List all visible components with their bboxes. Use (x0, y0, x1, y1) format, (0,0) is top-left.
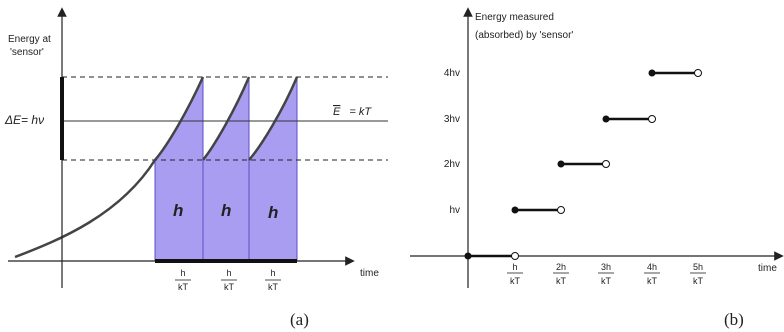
x-tick-b-1-den: kT (510, 276, 521, 286)
caption-a: (a) (290, 310, 309, 329)
step-3-closed-dot (602, 115, 610, 123)
tick-a-1: h kT (175, 268, 191, 292)
x-tick-b-4-num: 4h (647, 262, 657, 272)
x-tick-b-2-den: kT (556, 276, 567, 286)
x-tick-b-4-den: kT (647, 276, 658, 286)
tick-a-3: h kT (265, 268, 281, 292)
y-axis-label-b-line2: (absorbed) by 'sensor' (475, 30, 573, 41)
tick-a-3-num: h (270, 268, 275, 278)
step-0-closed-dot (464, 252, 472, 260)
mean-energy-label: E = kT (333, 106, 372, 118)
step-1-closed-dot (511, 206, 519, 214)
energy-curve (14, 76, 205, 259)
energy-curve-segment-3 (248, 76, 299, 161)
step-1 (511, 206, 565, 214)
y-axis-label-a-line1: Energy at (8, 34, 51, 45)
tick-a-1-num: h (180, 268, 185, 278)
step-2 (557, 160, 610, 168)
step-0-open-dot (511, 252, 519, 260)
block-label-3: h (268, 203, 278, 222)
x-tick-b-2: 2h kT (553, 262, 569, 286)
step-2-open-dot (602, 160, 610, 168)
tick-a-2: h kT (221, 268, 237, 292)
shaded-region-2 (202, 76, 250, 261)
step-2-closed-dot (557, 160, 565, 168)
y-tick-hv: hv (449, 205, 460, 216)
x-tick-b-3-den: kT (601, 276, 612, 286)
step-1-open-dot (557, 206, 565, 214)
y-tick-4hv: 4hv (444, 68, 460, 79)
panel-b: Energy measured (absorbed) by 'sensor' t… (410, 7, 784, 329)
tick-a-2-den: kT (224, 282, 235, 292)
x-tick-b-1: h kT (507, 262, 523, 286)
tick-a-2-num: h (226, 268, 231, 278)
y-axis-label-a-line2: 'sensor' (10, 47, 44, 58)
mean-energy-symbol: E (333, 106, 341, 118)
x-tick-b-3: 3h kT (598, 262, 614, 286)
energy-curve-segment-2 (202, 76, 251, 161)
x-axis-label-a: time (360, 268, 379, 279)
x-tick-b-3-num: 3h (601, 262, 611, 272)
delta-e-label: ΔE= hν (4, 113, 44, 127)
panel-a: Energy at 'sensor' ΔE= hν E = kT time h … (4, 7, 388, 329)
step-4-open-dot (694, 69, 702, 77)
step-3-open-dot (648, 115, 656, 123)
x-tick-b-4: 4h kT (644, 262, 660, 286)
step-4-closed-dot (648, 69, 656, 77)
step-4 (648, 69, 702, 77)
shaded-region-1 (154, 76, 204, 261)
x-axis-label-b: time (758, 263, 777, 274)
block-label-2: h (221, 201, 231, 220)
x-tick-b-1-num: h (512, 262, 517, 272)
shaded-region-3 (248, 76, 298, 261)
y-axis-label-b-line1: Energy measured (475, 12, 554, 23)
block-label-1: h (173, 201, 183, 220)
x-tick-b-5-num: 5h (693, 262, 703, 272)
mean-energy-value: = kT (349, 106, 372, 118)
step-3 (602, 115, 656, 123)
x-tick-b-5-den: kT (693, 276, 704, 286)
tick-a-3-den: kT (268, 282, 279, 292)
tick-a-1-den: kT (178, 282, 189, 292)
y-tick-3hv: 3hv (444, 114, 460, 125)
step-0 (464, 252, 519, 260)
y-tick-2hv: 2hv (444, 159, 460, 170)
x-tick-b-2-num: 2h (556, 262, 566, 272)
caption-b: (b) (724, 310, 744, 329)
x-tick-b-5: 5h kT (690, 262, 706, 286)
